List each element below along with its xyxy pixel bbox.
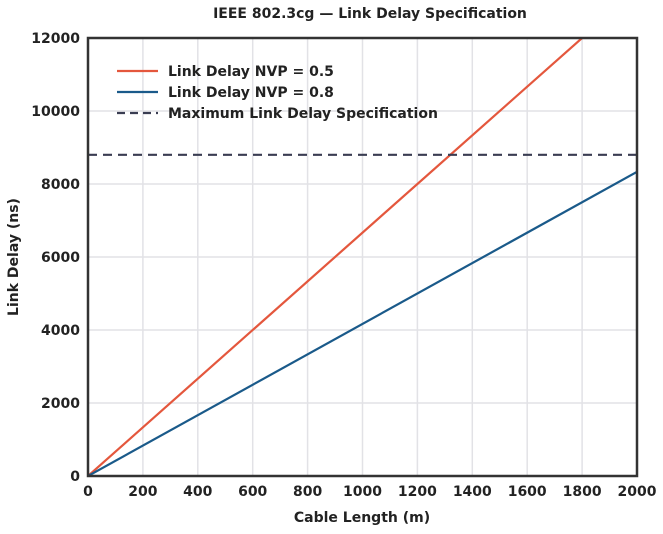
grid [87, 37, 638, 477]
y-axis-label: Link Delay (ns) [6, 198, 22, 316]
x-tick-label: 1000 [343, 484, 382, 500]
legend-label: Link Delay NVP = 0.5 [168, 64, 334, 80]
x-tick-label: 800 [293, 484, 322, 500]
x-tick-label: 600 [238, 484, 267, 500]
y-tick-label: 6000 [41, 250, 80, 266]
series-line [88, 38, 584, 476]
x-tick-label: 0 [83, 484, 93, 500]
y-tick-label: 2000 [41, 396, 80, 412]
legend: Link Delay NVP = 0.5 Link Delay NVP = 0.8… [117, 64, 438, 122]
series-line [88, 170, 637, 476]
x-tick-label: 1800 [563, 484, 602, 500]
y-tick-label: 12000 [31, 31, 80, 47]
series-group [88, 38, 637, 476]
x-tick-label: 1600 [508, 484, 547, 500]
x-axis-label: Cable Length (m) [294, 510, 430, 526]
x-tick-label: 2000 [618, 484, 657, 500]
y-tick-label: 4000 [41, 323, 80, 339]
y-tick-label: 0 [70, 469, 80, 485]
legend-label: Maximum Link Delay Specification [168, 106, 438, 122]
plot-frame [86, 36, 639, 478]
y-tick-label: 10000 [31, 104, 80, 120]
ticks: 0 200 400 600 800 1000 1200 1400 1600 1800 2000 0 20… [31, 31, 656, 500]
y-tick-label: 8000 [41, 177, 80, 193]
x-tick-label: 1200 [398, 484, 437, 500]
x-tick-label: 400 [183, 484, 212, 500]
x-tick-label: 200 [128, 484, 157, 500]
chart-title: IEEE 802.3cg — Link Delay Specification [213, 6, 527, 22]
x-tick-label: 1400 [453, 484, 492, 500]
legend-label: Link Delay NVP = 0.8 [168, 85, 334, 101]
